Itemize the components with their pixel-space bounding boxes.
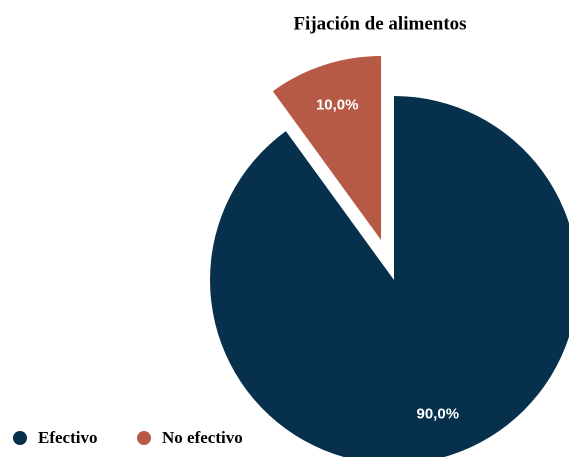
chart-title: Fijación de alimentos [293, 13, 466, 34]
pie-slice [272, 56, 382, 241]
pie-slice [210, 96, 569, 457]
data-label: 90,0% [417, 406, 460, 423]
legend-marker [137, 431, 151, 445]
legend-marker [13, 431, 27, 445]
data-label: 10,0% [316, 96, 359, 113]
legend-label: Efectivo [38, 428, 97, 447]
legend-label: No efectivo [162, 428, 243, 447]
